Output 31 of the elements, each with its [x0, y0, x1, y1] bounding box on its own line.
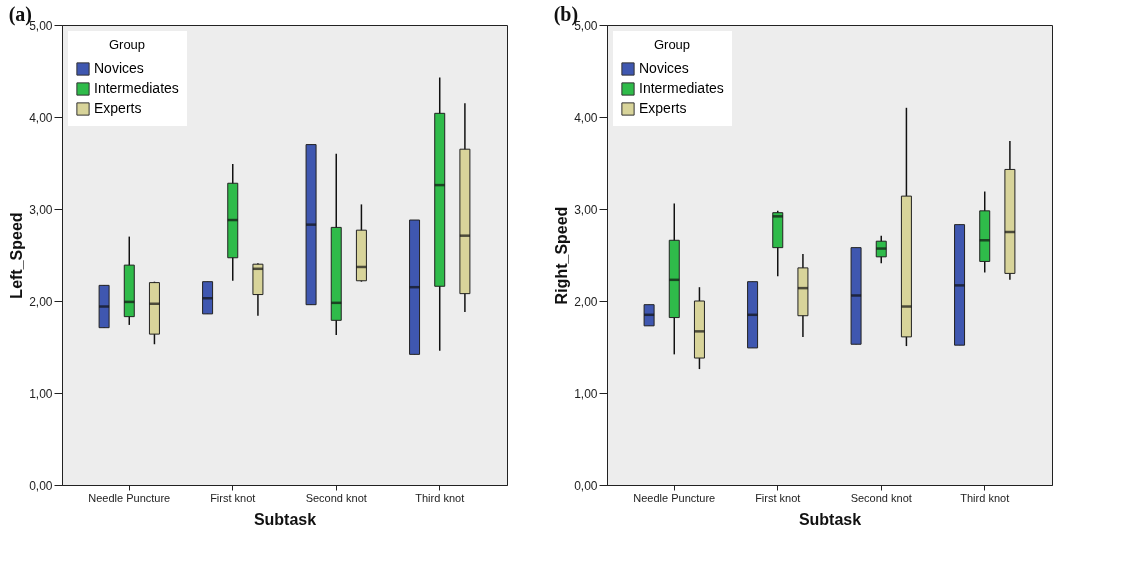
x-tick-label: Needle Puncture: [633, 491, 716, 504]
x-tick-label: Third knot: [415, 491, 465, 504]
x-axis-title: Subtask: [798, 510, 862, 528]
y-tick-label: 4,00: [29, 110, 53, 125]
y-tick-label: 1,00: [29, 386, 53, 401]
x-tick-label: First knot: [210, 491, 256, 504]
y-tick-label: 1,00: [574, 386, 598, 401]
legend-label: Intermediates: [639, 80, 724, 96]
legend-label: Intermediates: [94, 80, 179, 96]
legend-label: Experts: [639, 100, 687, 116]
y-tick-label: 3,00: [574, 202, 598, 217]
x-tick-label: First knot: [755, 491, 801, 504]
x-tick-label: Needle Puncture: [88, 491, 171, 504]
y-tick-label: 0,00: [29, 478, 53, 493]
x-tick-label: Second knot: [850, 491, 912, 504]
x-tick-label: Second knot: [305, 491, 367, 504]
legend-label: Novices: [94, 60, 144, 76]
x-axis-title: Subtask: [253, 510, 317, 528]
y-tick-label: 2,00: [29, 294, 53, 309]
y-tick-label: 4,00: [574, 110, 598, 125]
chart-title: (a): [8, 3, 32, 26]
legend-title: Group: [108, 37, 146, 52]
legend-label: Experts: [94, 100, 142, 116]
y-tick-label: 2,00: [574, 294, 598, 309]
y-axis-title: Right_Speed: [553, 206, 571, 305]
x-tick-label: Third knot: [960, 491, 1010, 504]
y-tick-label: 0,00: [574, 478, 598, 493]
y-axis-title: Left_Speed: [8, 212, 26, 299]
y-tick-label: 3,00: [29, 202, 53, 217]
legend-label: Novices: [639, 60, 689, 76]
legend-title: Group: [653, 37, 691, 52]
